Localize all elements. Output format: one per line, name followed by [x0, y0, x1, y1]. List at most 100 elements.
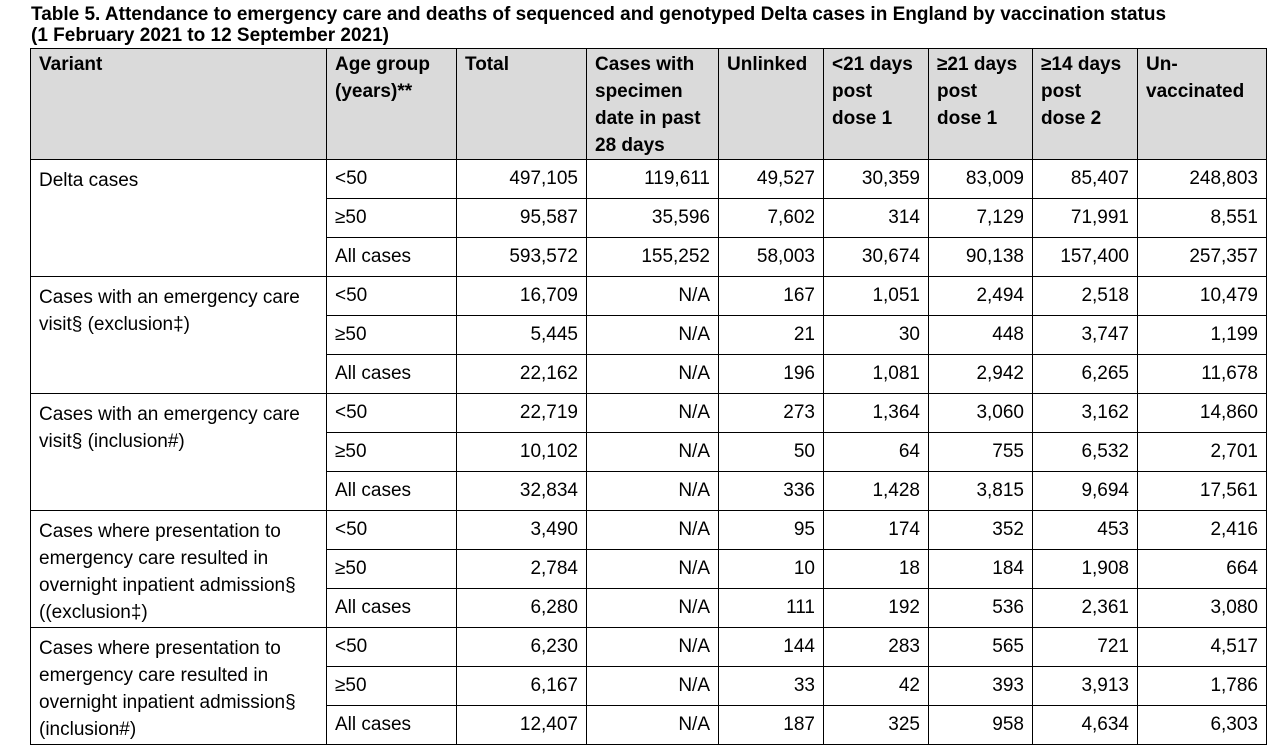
lt21-cell: 1,051 — [823, 276, 929, 316]
unlinked-cell: 58,003 — [718, 237, 824, 277]
specimen-cell: N/A — [586, 432, 719, 472]
age-group-cell: All cases — [326, 588, 457, 628]
variant-label-line: emergency care resulted in — [39, 665, 269, 686]
specimen-cell: 35,596 — [586, 198, 719, 238]
unlinked-cell: 273 — [718, 393, 824, 433]
unvacc-cell: 6,303 — [1137, 705, 1267, 745]
header-lt21-dose1: <21 days post dose 1 — [823, 48, 929, 160]
ge21-cell: 536 — [928, 588, 1033, 628]
unlinked-cell: 196 — [718, 354, 824, 394]
ge21-cell: 448 — [928, 315, 1033, 355]
ge14-cell: 1,908 — [1032, 549, 1138, 589]
unlinked-cell: 50 — [718, 432, 824, 472]
variant-label-line: emergency care resulted in — [39, 548, 269, 569]
table-row: All cases 593,572 155,252 58,003 30,674 90,13… — [31, 237, 1267, 277]
ge14-cell: 9,694 — [1032, 471, 1138, 511]
variant-label-line: overnight inpatient admission§ — [39, 575, 296, 596]
unvacc-cell: 3,080 — [1137, 588, 1267, 628]
header-specimen-date: Cases with specimen date in past 28 days — [586, 48, 719, 160]
unlinked-cell: 49,527 — [718, 159, 824, 199]
unlinked-cell: 10 — [718, 549, 824, 589]
age-group-cell: ≥50 — [326, 198, 457, 238]
age-group-cell: <50 — [326, 159, 457, 199]
ge14-cell: 2,361 — [1032, 588, 1138, 628]
attendance-table: Variant Age group (years)** Total Cases w… — [30, 48, 1267, 745]
age-group-cell: <50 — [326, 627, 457, 667]
lt21-cell: 30 — [823, 315, 929, 355]
unvacc-cell: 1,786 — [1137, 666, 1267, 706]
age-group-cell: ≥50 — [326, 666, 457, 706]
variant-cell: Cases with an emergency care visit§ (excl… — [30, 276, 327, 394]
ge21-cell: 7,129 — [928, 198, 1033, 238]
unlinked-cell: 21 — [718, 315, 824, 355]
ge14-cell: 3,747 — [1032, 315, 1138, 355]
lt21-cell: 18 — [823, 549, 929, 589]
unvacc-cell: 2,701 — [1137, 432, 1267, 472]
unvacc-cell: 2,416 — [1137, 510, 1267, 550]
variant-label-line: (inclusion#) — [39, 719, 137, 740]
specimen-cell: 119,611 — [586, 159, 719, 199]
title-line-2: (1 February 2021 to 12 September 2021) — [31, 25, 390, 46]
table-row: All cases 22,162 N/A 196 1,081 2,942 6,265 11,6… — [31, 354, 1267, 394]
header-unvaccinated: Un-vaccinated — [1137, 48, 1267, 160]
lt21-cell: 1,364 — [823, 393, 929, 433]
variant-label-line: ((exclusion‡) — [39, 602, 148, 623]
age-group-cell: ≥50 — [326, 432, 457, 472]
ge21-cell: 565 — [928, 627, 1033, 667]
variant-label-line: overnight inpatient admission§ — [39, 692, 296, 713]
total-cell: 2,784 — [456, 549, 587, 589]
total-cell: 22,162 — [456, 354, 587, 394]
total-cell: 6,167 — [456, 666, 587, 706]
lt21-cell: 283 — [823, 627, 929, 667]
variant-label-line: Cases with an emergency care — [39, 404, 300, 425]
age-group-cell: ≥50 — [326, 315, 457, 355]
specimen-cell: N/A — [586, 705, 719, 745]
specimen-cell: N/A — [586, 588, 719, 628]
ge14-cell: 2,518 — [1032, 276, 1138, 316]
age-group-cell: ≥50 — [326, 549, 457, 589]
ge21-cell: 3,060 — [928, 393, 1033, 433]
variant-cell: Delta cases — [30, 159, 327, 277]
total-cell: 16,709 — [456, 276, 587, 316]
unvacc-cell: 14,860 — [1137, 393, 1267, 433]
lt21-cell: 174 — [823, 510, 929, 550]
total-cell: 95,587 — [456, 198, 587, 238]
table-row: Cases where presentation to emergency car… — [30, 510, 1267, 628]
table-row: ≥50 6,167 N/A 33 42 393 3,913 1,786 — [31, 666, 1267, 706]
table-row: All cases 6,280 N/A 111 192 536 2,361 3,080 — [31, 588, 1267, 628]
unvacc-cell: 11,678 — [1137, 354, 1267, 394]
unvacc-cell: 4,517 — [1137, 627, 1267, 667]
table-title: Table 5. Attendance to emergency care an… — [31, 4, 1271, 46]
table-row: ≥50 95,587 35,596 7,602 314 7,129 71,991 8,551 — [31, 198, 1267, 238]
age-group-cell: <50 — [326, 510, 457, 550]
header-ge21-dose1: ≥21 days post dose 1 — [928, 48, 1033, 160]
table-row: All cases 12,407 N/A 187 325 958 4,634 6,303 — [31, 705, 1267, 745]
ge21-cell: 184 — [928, 549, 1033, 589]
unvacc-cell: 257,357 — [1137, 237, 1267, 277]
age-group-cell: All cases — [326, 705, 457, 745]
total-cell: 5,445 — [456, 315, 587, 355]
table-row: Cases with an emergency care visit§ (excl… — [30, 276, 1267, 394]
lt21-cell: 30,674 — [823, 237, 929, 277]
specimen-cell: N/A — [586, 315, 719, 355]
unlinked-cell: 95 — [718, 510, 824, 550]
ge21-cell: 2,494 — [928, 276, 1033, 316]
unvacc-cell: 1,199 — [1137, 315, 1267, 355]
ge21-cell: 90,138 — [928, 237, 1033, 277]
specimen-cell: N/A — [586, 666, 719, 706]
unlinked-cell: 144 — [718, 627, 824, 667]
variant-label-line: visit§ (inclusion#) — [39, 431, 185, 452]
ge21-cell: 83,009 — [928, 159, 1033, 199]
unlinked-cell: 33 — [718, 666, 824, 706]
variant-label-line: Delta cases — [39, 170, 139, 191]
total-cell: 593,572 — [456, 237, 587, 277]
unlinked-cell: 187 — [718, 705, 824, 745]
header-age-group: Age group (years)** — [326, 48, 457, 160]
ge21-cell: 755 — [928, 432, 1033, 472]
age-group-cell: <50 — [326, 276, 457, 316]
age-group-cell: <50 — [326, 393, 457, 433]
age-group-cell: All cases — [326, 354, 457, 394]
variant-label-line: Cases where presentation to — [39, 521, 281, 542]
table-body: Delta cases <50 497,105 119,611 49,527 30,359… — [30, 159, 1267, 745]
variant-cell: Cases with an emergency care visit§ (incl… — [30, 393, 327, 511]
